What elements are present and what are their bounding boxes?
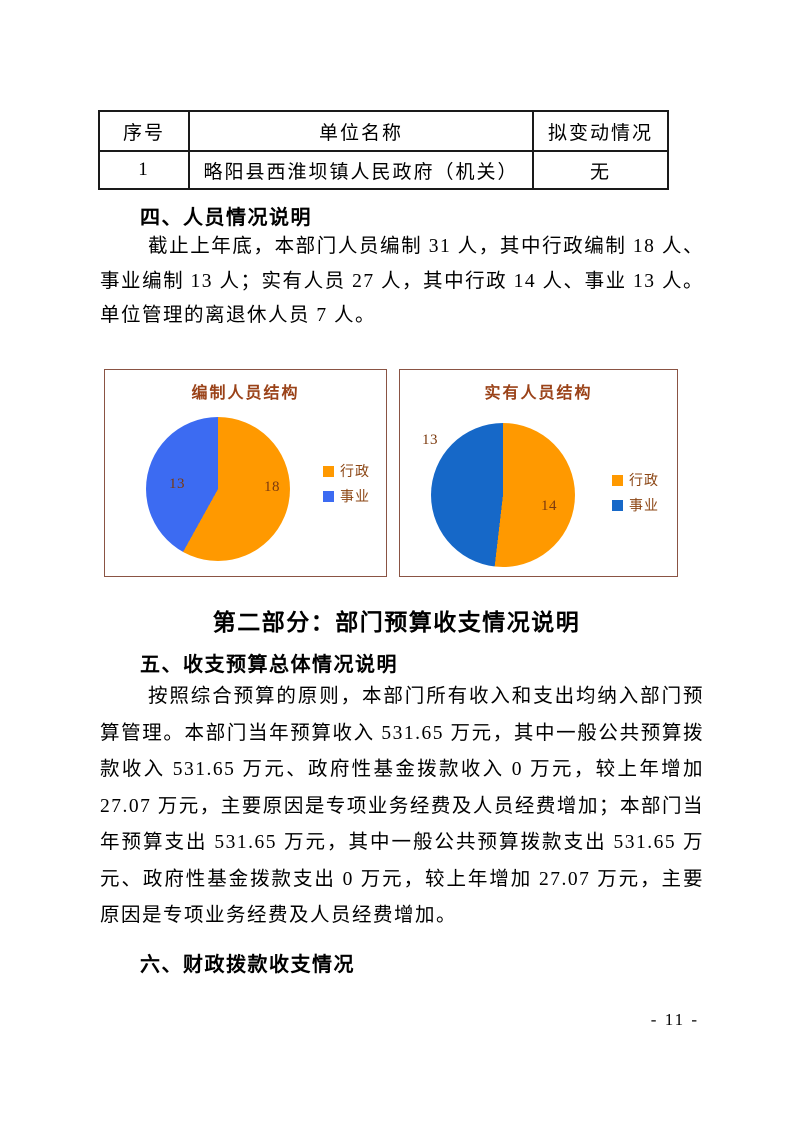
section6-heading: 六、财政拨款收支情况 <box>140 954 355 976</box>
legend-label: 行政 <box>629 474 659 489</box>
section4-paragraph: 截止上年底，本部门人员编制 31 人，其中行政编制 18 人、事业编制 13 人… <box>100 236 704 326</box>
pie-value-label-shiye: 13 <box>169 476 185 492</box>
legend-swatch-orange <box>323 465 334 477</box>
chart-title: 实有人员结构 <box>484 385 593 402</box>
legend-swatch-orange <box>612 474 623 486</box>
legend-item-shiye: 事业 <box>612 495 659 515</box>
pie-chart-actual-staff <box>431 423 575 567</box>
pie-value-label-shiye: 13 <box>422 432 438 448</box>
legend-label: 事业 <box>629 499 659 514</box>
chart-panel-actual-staff: 实有人员结构 13 14 行政 事业 <box>399 369 678 577</box>
table-cell-unit-name: 略阳县西淮坝镇人民政府（机关） <box>188 150 534 190</box>
table-header-unit-name: 单位名称 <box>188 110 534 152</box>
pie-value-label-xingzheng: 14 <box>541 498 557 514</box>
section4-heading: 四、人员情况说明 <box>140 207 312 229</box>
pie-value-label-xingzheng: 18 <box>264 479 280 495</box>
section5-heading: 五、收支预算总体情况说明 <box>140 654 398 676</box>
table-row: 1 略阳县西淮坝镇人民政府（机关） 无 <box>98 150 669 190</box>
table-cell-index: 1 <box>98 150 190 190</box>
chart-legend: 行政 事业 <box>612 470 659 520</box>
legend-swatch-blue <box>612 499 623 511</box>
chart-legend: 行政 事业 <box>323 461 370 511</box>
table-header-index: 序号 <box>98 110 190 152</box>
table-header-row: 序号 单位名称 拟变动情况 <box>98 110 669 152</box>
section5-paragraph: 按照综合预算的原则，本部门所有收入和支出均纳入部门预算管理。本部门当年预算收入 … <box>100 686 704 926</box>
part2-heading: 第二部分：部门预算收支情况说明 <box>212 610 581 635</box>
page-number: - 11 - <box>650 1010 699 1029</box>
legend-swatch-blue <box>323 490 334 502</box>
table-header-change: 拟变动情况 <box>532 110 669 152</box>
pie-chart-authorized-staff <box>146 417 290 561</box>
legend-label: 事业 <box>340 490 370 505</box>
legend-item-xingzheng: 行政 <box>323 461 370 481</box>
legend-label: 行政 <box>340 465 370 480</box>
legend-item-shiye: 事业 <box>323 486 370 506</box>
chart-title: 编制人员结构 <box>191 385 300 402</box>
legend-item-xingzheng: 行政 <box>612 470 659 490</box>
table-cell-change: 无 <box>532 150 669 190</box>
org-change-table: 序号 单位名称 拟变动情况 1 略阳县西淮坝镇人民政府（机关） 无 <box>98 110 669 190</box>
chart-panel-authorized-staff: 编制人员结构 13 18 行政 事业 <box>104 369 387 577</box>
